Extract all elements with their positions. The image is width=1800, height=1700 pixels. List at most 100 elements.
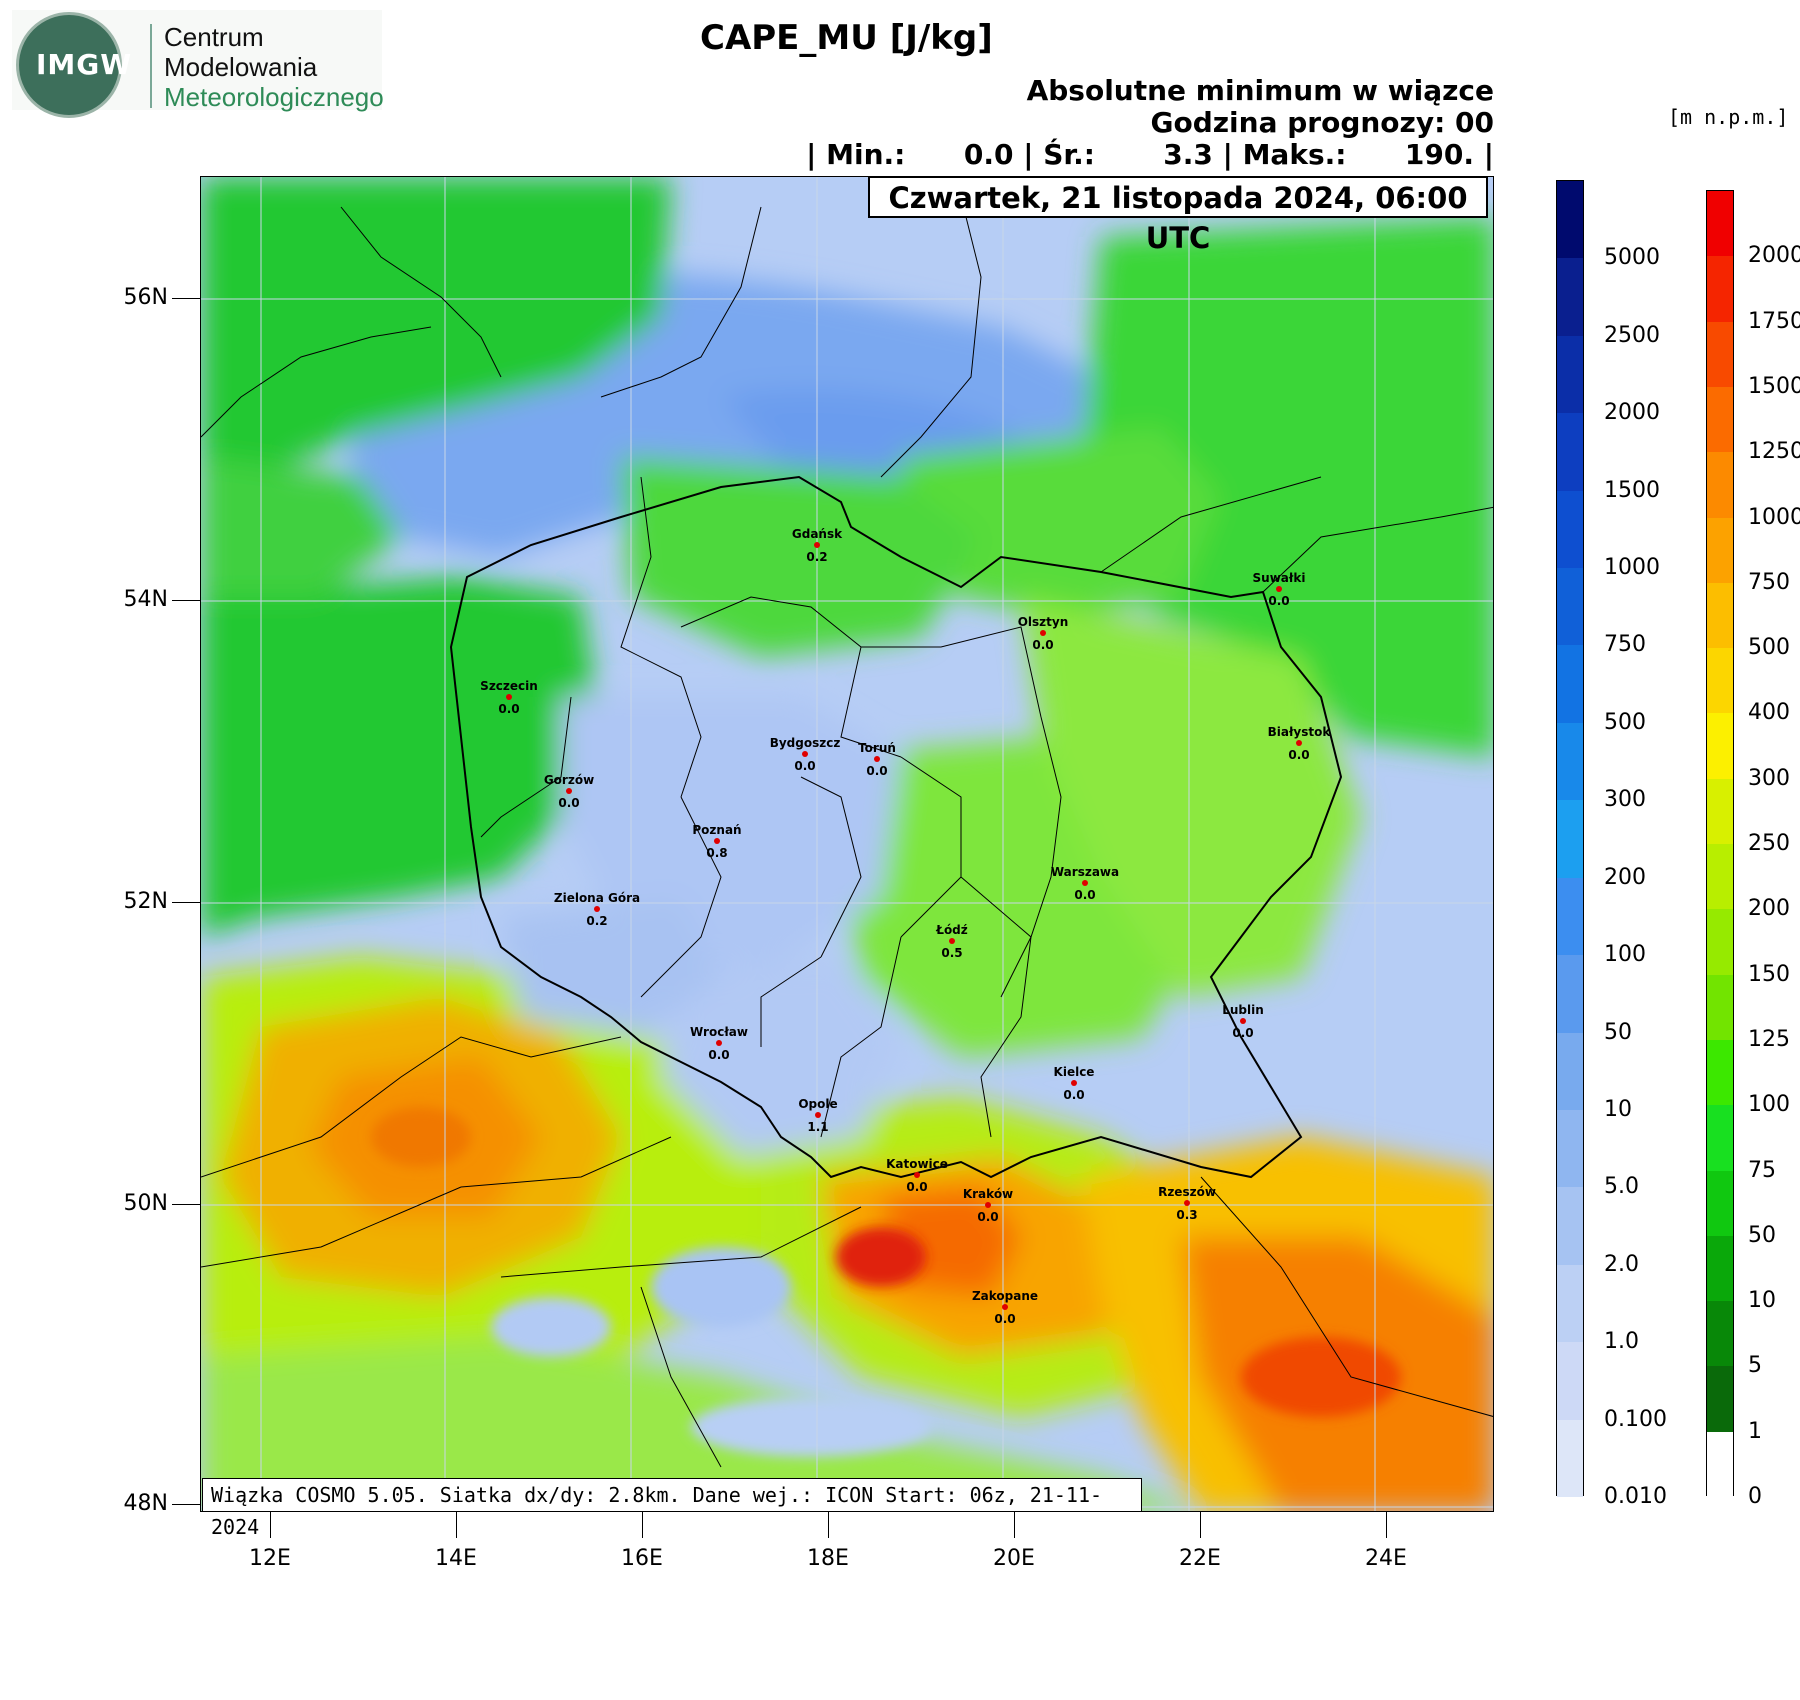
city-value-gda-sk: 0.2 [806, 550, 828, 564]
city-marker--d- [949, 938, 955, 944]
city-value-wroc-aw: 0.0 [708, 1048, 730, 1062]
imgw-logo: IMGW Centrum Modelowania Meteorologiczne… [12, 10, 384, 118]
city-name-krak-w: Kraków [962, 1187, 1014, 1201]
city-marker-wroc-aw [716, 1040, 722, 1046]
city-name-toru-: Toruń [858, 741, 896, 755]
colorbar-label: 300 [1748, 765, 1790, 791]
colorbar-segment [1557, 645, 1583, 724]
colorbar-label: 1 [1748, 1418, 1762, 1444]
map-area: Gdańsk 0.2 Suwałki 0.0 Olsztyn 0.0 Szczecin 0.0… [200, 176, 1494, 1512]
colorbar-label: 1750 [1748, 308, 1800, 334]
colorbar-segment [1707, 844, 1733, 910]
lat-label-52n: 52N [123, 889, 168, 914]
city-marker-lublin [1240, 1018, 1246, 1024]
colorbar-segment [1557, 1419, 1583, 1498]
city-name-kielce: Kielce [1053, 1065, 1095, 1079]
colorbar-segment [1557, 258, 1583, 337]
city-value-warszawa: 0.0 [1074, 888, 1096, 902]
colorbar-segment [1557, 877, 1583, 956]
colorbar-segment [1707, 1105, 1733, 1171]
map-subtitle-2: Godzina prognozy: 00 [1150, 106, 1495, 139]
colorbar-label: 2.0 [1604, 1251, 1639, 1277]
colorbar-segment [1707, 517, 1733, 584]
cape-colorbar [1556, 180, 1584, 1498]
city-name-zielona-g-ra: Zielona Góra [553, 891, 641, 905]
poland-border [449, 475, 1343, 1179]
city-marker-toru- [874, 756, 880, 762]
lat-label-48n: 48N [123, 1491, 168, 1516]
city-value-opole: 1.1 [807, 1120, 829, 1134]
lon-label-18e: 18E [807, 1546, 849, 1571]
colorbar-label: 0.100 [1604, 1406, 1667, 1432]
lon-label-12e: 12E [249, 1546, 291, 1571]
map-canvas [201, 177, 1493, 1511]
colorbar-label: 0 [1748, 1484, 1762, 1509]
city-name-pozna-: Poznań [692, 823, 742, 837]
colorbar-segment [1557, 1187, 1583, 1266]
city-name--d-: Łódź [936, 923, 968, 937]
model-info: Wiązka COSMO 5.05. Siatka dx/dy: 2.8km. … [202, 1478, 1142, 1539]
city-name-opole: Opole [798, 1097, 838, 1111]
city-value-pozna-: 0.8 [706, 846, 728, 860]
colorbar-segment [1707, 256, 1733, 323]
country-borders [201, 196, 1493, 1468]
city-name-suwa-ki: Suwałki [1252, 571, 1306, 585]
lon-tick [270, 1512, 271, 1538]
imgw-emblem [16, 12, 122, 118]
colorbar-label: 1500 [1604, 477, 1660, 503]
colorbar-segment [1557, 1342, 1583, 1421]
city-value-bia-ystok: 0.0 [1288, 748, 1310, 762]
colorbar-segment [1707, 713, 1733, 780]
lat-tick [172, 600, 200, 601]
lat-tick [172, 298, 200, 299]
city-value-szczecin: 0.0 [498, 702, 520, 716]
colorbar-label: 200 [1604, 864, 1646, 890]
colorbar-segment [1557, 1032, 1583, 1111]
city-marker-rzesz-w [1184, 1200, 1190, 1206]
lon-label-16e: 16E [621, 1546, 663, 1571]
colorbar-label: 5000 [1604, 245, 1660, 271]
lon-label-22e: 22E [1179, 1546, 1221, 1571]
colorbar-label: 1000 [1748, 504, 1800, 530]
colorbar-label: 500 [1604, 709, 1646, 735]
lat-tick [172, 1504, 200, 1505]
lat-tick [172, 1204, 200, 1205]
colorbar-segment [1707, 909, 1733, 976]
colorbar-label: 5 [1748, 1353, 1762, 1379]
lon-label-20e: 20E [993, 1546, 1035, 1571]
colorbar-segment [1557, 800, 1583, 879]
colorbar-segment [1707, 1301, 1733, 1367]
voivodeship-borders [480, 476, 1062, 1138]
city-name-rzesz-w: Rzeszów [1158, 1185, 1216, 1199]
city-marker-pozna- [714, 838, 720, 844]
colorbar-label: 125 [1748, 1026, 1790, 1052]
colorbar-segment [1707, 1366, 1733, 1433]
city-value-olsztyn: 0.0 [1032, 638, 1054, 652]
colorbar-label: 750 [1604, 632, 1646, 658]
terrain-unit-label: [m n.p.m.] [1668, 105, 1789, 129]
city-name-gda-sk: Gdańsk [791, 527, 843, 541]
colorbar-segment [1707, 648, 1733, 714]
colorbar-label: 5.0 [1604, 1174, 1639, 1200]
colorbar-label: 2500 [1604, 322, 1660, 348]
map-subtitle-1: Absolutne minimum w wiązce [1026, 74, 1494, 107]
city-marker-zakopane [1002, 1304, 1008, 1310]
logo-separator [150, 24, 152, 108]
city-value--d-: 0.5 [941, 946, 963, 960]
colorbar-segment [1707, 1170, 1733, 1237]
city-name-bia-ystok: Białystok [1267, 725, 1331, 739]
city-marker-suwa-ki [1276, 586, 1282, 592]
city-value-zakopane: 0.0 [994, 1312, 1016, 1326]
city-name-lublin: Lublin [1222, 1003, 1264, 1017]
colorbar-segment [1707, 386, 1733, 453]
city-name-zakopane: Zakopane [971, 1289, 1039, 1303]
cape-field [201, 177, 1493, 1511]
colorbar-segment [1557, 722, 1583, 801]
colorbar-label: 75 [1748, 1157, 1776, 1183]
city-name-warszawa: Warszawa [1050, 865, 1120, 879]
lon-label-14e: 14E [435, 1546, 477, 1571]
map-stats: | Min.: 0.0 | Śr.: 3.3 | Maks.: 190. | [806, 138, 1494, 171]
city-marker-olsztyn [1040, 630, 1046, 636]
city-value-rzesz-w: 0.3 [1176, 1208, 1198, 1222]
colorbar-label: 500 [1748, 635, 1790, 661]
